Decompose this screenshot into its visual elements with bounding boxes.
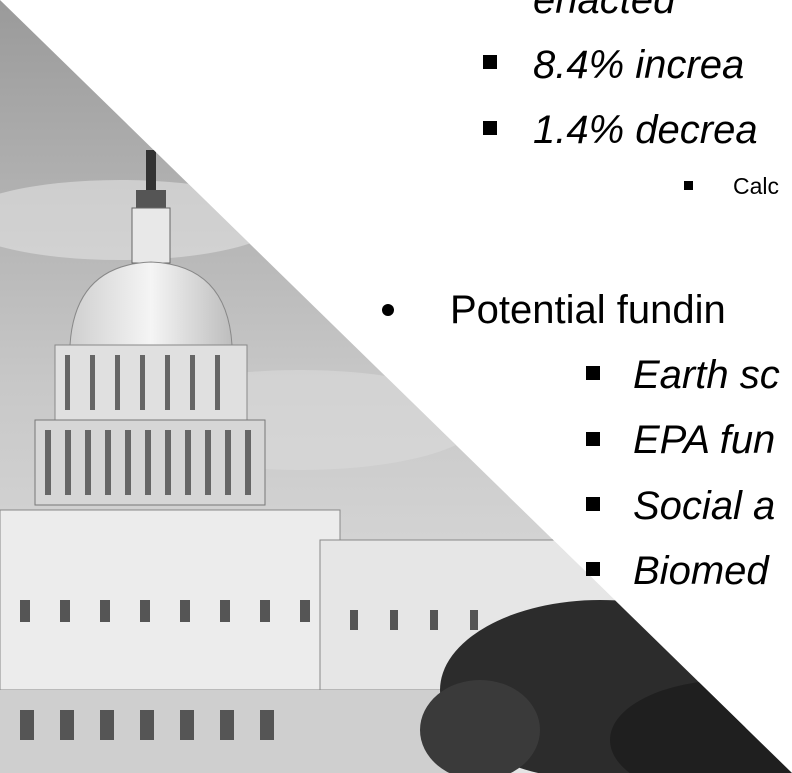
- bullet-text: enacted: [533, 0, 675, 20]
- bullet-marker: [586, 562, 600, 576]
- bullet-marker: [586, 497, 600, 511]
- slide: enacted 8.4% increa 1.4% decrea Calc Pot…: [0, 0, 792, 773]
- bullet-marker: [382, 304, 394, 316]
- bullet-marker: [586, 432, 600, 446]
- bullet-text: 8.4% increa: [533, 45, 744, 85]
- bullet-marker: [684, 181, 693, 190]
- bullet-heading: Potential fundin: [450, 290, 726, 330]
- bullet-marker: [483, 55, 497, 69]
- bullet-text: Calc: [733, 175, 779, 198]
- bullet-text: 1.4% decrea: [533, 110, 758, 150]
- bullet-text: EPA fun: [633, 420, 775, 460]
- bullet-text: Earth sc: [633, 355, 780, 395]
- bullet-marker: [586, 366, 600, 380]
- bullet-text: Social a: [633, 486, 775, 526]
- bullet-marker: [483, 121, 497, 135]
- bullet-text: Biomed: [633, 551, 769, 591]
- page: enacted 8.4% increa 1.4% decrea Calc Pot…: [0, 0, 792, 773]
